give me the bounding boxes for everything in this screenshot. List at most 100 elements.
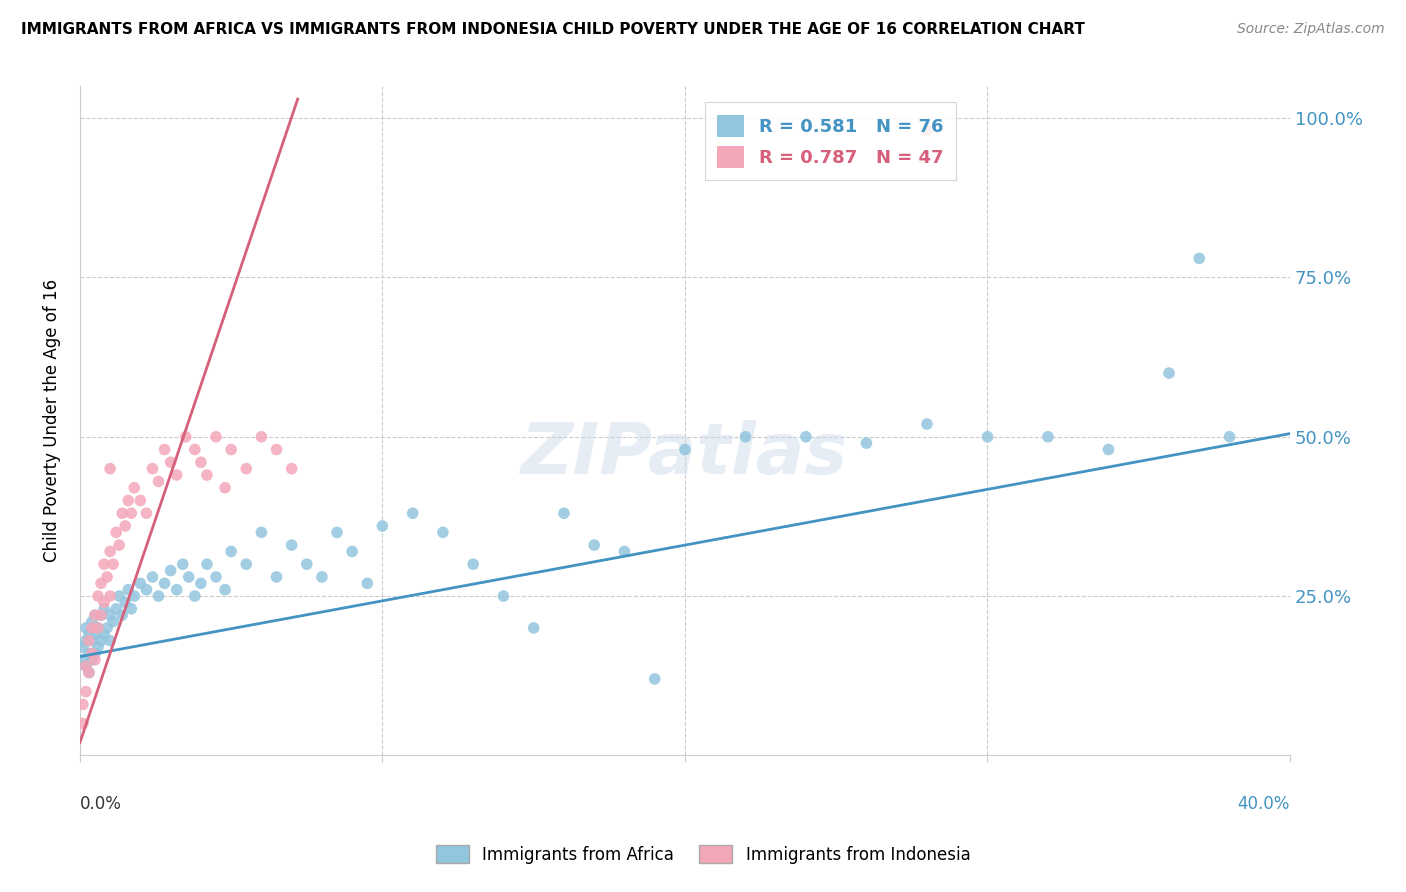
Point [141, 461, 163, 475]
Y-axis label: Child Poverty Under the Age of 16: Child Poverty Under the Age of 16 [44, 279, 60, 563]
Point [117, 582, 139, 597]
Point [87, 621, 110, 635]
Point [72, 653, 94, 667]
Point [432, 525, 454, 540]
Point [77, 665, 100, 680]
Point [124, 481, 146, 495]
Point [148, 475, 170, 489]
Legend: R = 0.581   N = 76, R = 0.787   N = 47: R = 0.581 N = 76, R = 0.787 N = 47 [704, 102, 956, 180]
Point [266, 442, 288, 457]
Point [250, 430, 273, 444]
Point [129, 493, 152, 508]
Point [195, 468, 218, 483]
Point [235, 461, 257, 475]
Point [915, 124, 938, 138]
Point [84, 608, 107, 623]
Point [77, 647, 100, 661]
Point [205, 430, 228, 444]
Point [266, 570, 288, 584]
Point [280, 461, 302, 475]
Point [90, 576, 112, 591]
Point [75, 633, 97, 648]
Point [84, 608, 107, 623]
Point [190, 576, 212, 591]
Point [141, 570, 163, 584]
Point [96, 621, 118, 635]
Point [72, 698, 94, 712]
Point [356, 576, 378, 591]
Point [172, 558, 194, 572]
Point [87, 621, 110, 635]
Point [120, 602, 142, 616]
Point [75, 659, 97, 673]
Point [98, 544, 121, 558]
Point [87, 589, 110, 603]
Point [75, 659, 97, 673]
Point [111, 506, 134, 520]
Text: 40.0%: 40.0% [1237, 796, 1291, 814]
Point [84, 653, 107, 667]
Point [295, 558, 318, 572]
Point [84, 647, 107, 661]
Point [80, 653, 103, 667]
Point [148, 589, 170, 603]
Point [84, 627, 107, 641]
Point [855, 436, 877, 450]
Point [280, 538, 302, 552]
Point [93, 558, 115, 572]
Point [794, 430, 817, 444]
Point [105, 602, 128, 616]
Point [214, 481, 236, 495]
Text: Source: ZipAtlas.com: Source: ZipAtlas.com [1237, 22, 1385, 37]
Point [153, 442, 176, 457]
Point [1188, 252, 1211, 266]
Point [111, 608, 134, 623]
Point [124, 589, 146, 603]
Point [583, 538, 606, 552]
Point [190, 455, 212, 469]
Point [77, 665, 100, 680]
Point [1218, 430, 1240, 444]
Point [1097, 442, 1119, 457]
Point [371, 519, 394, 533]
Point [77, 633, 100, 648]
Point [219, 442, 242, 457]
Text: ZIPatlas: ZIPatlas [522, 420, 849, 489]
Text: 0.0%: 0.0% [80, 796, 122, 814]
Point [72, 716, 94, 731]
Point [915, 417, 938, 431]
Point [219, 544, 242, 558]
Point [214, 582, 236, 597]
Point [159, 564, 181, 578]
Point [195, 558, 218, 572]
Point [135, 506, 157, 520]
Point [98, 461, 121, 475]
Point [105, 525, 128, 540]
Point [235, 558, 257, 572]
Point [166, 582, 188, 597]
Point [93, 602, 115, 616]
Point [401, 506, 423, 520]
Point [101, 558, 124, 572]
Point [90, 608, 112, 623]
Point [174, 430, 197, 444]
Point [93, 595, 115, 609]
Point [96, 570, 118, 584]
Point [184, 589, 207, 603]
Point [72, 640, 94, 654]
Point [80, 647, 103, 661]
Point [114, 519, 136, 533]
Point [463, 558, 485, 572]
Point [90, 608, 112, 623]
Point [159, 455, 181, 469]
Point [98, 589, 121, 603]
Point [108, 589, 131, 603]
Point [120, 506, 142, 520]
Point [166, 468, 188, 483]
Point [153, 576, 176, 591]
Point [98, 608, 121, 623]
Point [613, 544, 636, 558]
Point [1157, 366, 1180, 380]
Point [492, 589, 515, 603]
Point [523, 621, 546, 635]
